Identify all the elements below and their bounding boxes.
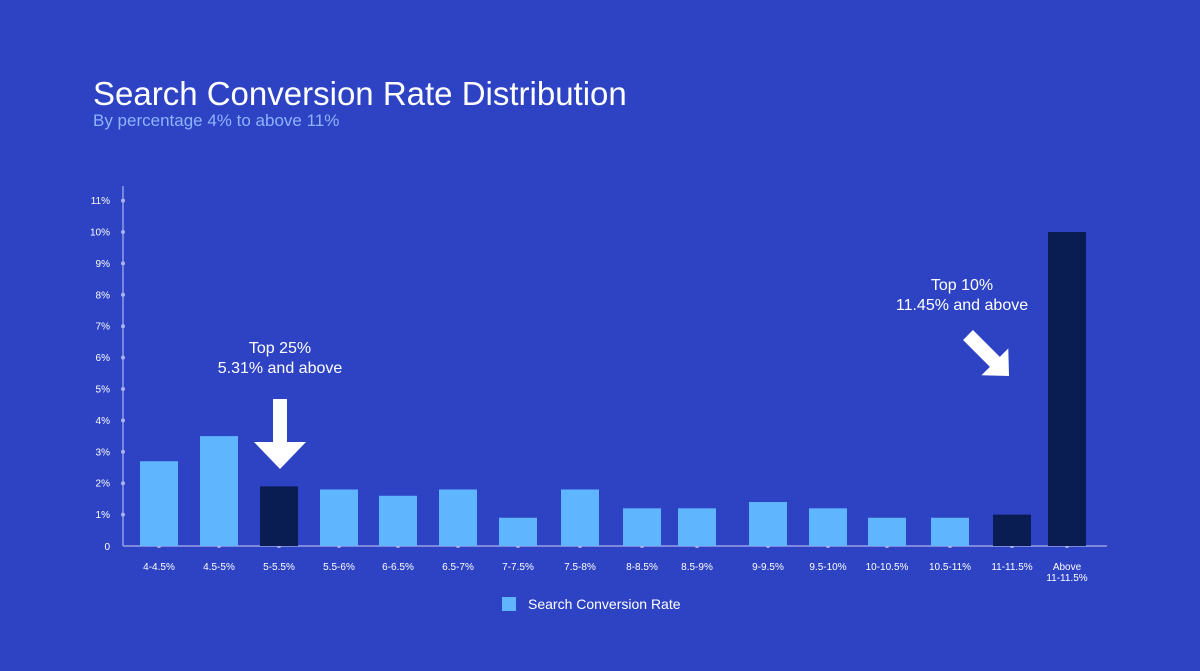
- x-tick-label: 8-8.5%: [626, 562, 658, 573]
- y-tick-dot: [121, 324, 125, 329]
- y-tick-dot: [121, 292, 125, 297]
- x-tick-label: 4-4.5%: [143, 562, 175, 573]
- down-arrow-icon: [254, 399, 306, 469]
- bar: [678, 508, 716, 546]
- bar: [561, 489, 599, 546]
- y-tick-label: 5%: [96, 385, 111, 396]
- annotation-text: Top 10% 11.45% and above: [896, 277, 1028, 314]
- y-tick-label: 0: [104, 542, 110, 553]
- y-tick-label: 7%: [96, 322, 111, 333]
- x-tick-label: 9-9.5%: [752, 562, 784, 573]
- y-tick-dot: [121, 512, 125, 517]
- chart-title: Search Conversion Rate Distribution: [93, 75, 627, 112]
- x-tick-label: 5-5.5%: [263, 562, 295, 573]
- bar: [931, 517, 969, 546]
- x-tick-label: 9.5-10%: [809, 562, 846, 573]
- legend-label: Search Conversion Rate: [528, 596, 681, 612]
- y-tick-label: 3%: [96, 447, 111, 458]
- y-tick-label: 9%: [96, 259, 111, 270]
- diagonal-arrow-icon: [963, 330, 1010, 377]
- bar: [320, 489, 358, 546]
- x-tick-label: Above 11-11.5%: [1046, 562, 1087, 584]
- x-tick-label: 11-11.5%: [991, 562, 1032, 573]
- x-tick-label: 6.5-7%: [442, 562, 474, 573]
- bar: [379, 495, 417, 546]
- y-tick-dot: [121, 387, 125, 391]
- x-tick-label: 7.5-8%: [564, 562, 596, 573]
- y-tick-dot: [121, 261, 125, 266]
- bar: [993, 514, 1031, 546]
- bar: [1048, 232, 1086, 546]
- y-tick-dot: [121, 355, 125, 360]
- legend-swatch: [502, 597, 516, 611]
- bar: [749, 502, 787, 546]
- legend[interactable]: Search Conversion Rate: [502, 596, 681, 612]
- x-tick-label: 7-7.5%: [502, 562, 534, 573]
- bar: [623, 508, 661, 546]
- x-tick-label: 10-10.5%: [866, 562, 909, 573]
- y-tick-label: 8%: [96, 290, 111, 301]
- y-tick-label: 1%: [96, 510, 111, 521]
- y-tick-dot: [121, 198, 125, 203]
- x-tick-label: 10.5-11%: [929, 562, 971, 573]
- bar: [140, 461, 178, 546]
- bar: [499, 517, 537, 546]
- bar: [439, 489, 477, 546]
- bar: [868, 517, 906, 546]
- y-tick-label: 11%: [91, 196, 110, 207]
- y-tick-dot: [121, 230, 125, 234]
- x-tick-label: 6-6.5%: [382, 562, 414, 573]
- x-tick-label: 5.5-6%: [323, 562, 355, 573]
- x-tick-label: 8.5-9%: [681, 562, 713, 573]
- x-tick-label: 4.5-5%: [203, 562, 235, 573]
- y-tick-label: 4%: [96, 416, 111, 427]
- chart-subtitle: By percentage 4% to above 11%: [93, 111, 339, 130]
- y-tick-dot: [121, 481, 125, 486]
- y-tick-label: 10%: [90, 228, 110, 239]
- bars: [140, 232, 1086, 546]
- y-tick-label: 6%: [96, 353, 111, 364]
- annotation-text: Top 25% 5.31% and above: [218, 340, 343, 377]
- y-tick-dot: [121, 418, 125, 423]
- bar: [260, 486, 298, 546]
- y-tick-dot: [121, 449, 125, 454]
- annotations: Top 25% 5.31% and above Top 10% 11.45% and …: [218, 277, 1028, 469]
- bar: [809, 508, 847, 546]
- bar: [200, 436, 238, 546]
- y-tick-label: 2%: [96, 479, 111, 490]
